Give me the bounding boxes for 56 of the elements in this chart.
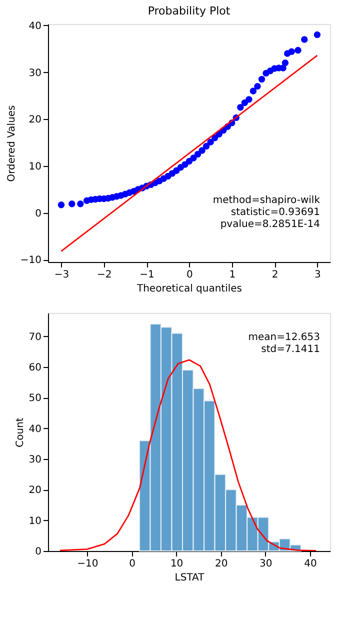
y-tick-label: 30 [28,68,42,79]
y-tick-label: 40 [28,20,42,32]
x-tick-label: 30 [260,558,272,570]
y-tick-label: 10 [28,161,42,172]
point [207,138,214,146]
y-tick-label: 60 [28,362,42,374]
x-tick-label: 40 [304,558,317,570]
x-tick-label: −1 [140,270,154,280]
y-tick-label: 40 [28,424,42,435]
annotation: method=shapiro-wilk [212,195,320,206]
x-axis-title: LSTAT [174,572,206,584]
x-tick-label: 20 [214,558,228,570]
y-tick-label: 20 [28,485,42,496]
x-tick-label: 0 [129,558,136,570]
x-tick-label: 10 [170,558,184,570]
x-tick-label: −10 [77,558,98,570]
y-tick-label: 0 [35,546,42,558]
point [68,200,76,208]
y-tick-label: 0 [35,208,42,220]
point [254,82,261,90]
chart-title: Probability Plot [148,4,231,18]
point [250,88,257,94]
y-tick-label: 70 [28,332,42,343]
point [202,142,210,150]
x-tick-label: 3 [314,270,321,280]
y-tick-label: 30 [28,454,42,466]
y-tick-label: 10 [28,516,42,527]
y-tick-label: 20 [28,114,42,126]
x-tick-label: −2 [97,270,112,280]
y-tick-label: −10 [20,255,42,266]
point [314,31,321,38]
y-axis-title: Count [14,418,26,448]
point [294,46,302,54]
point [194,150,202,158]
annotation: statistic=0.93691 [230,207,320,218]
y-tick-label: 50 [28,393,42,404]
y-axis-title: Ordered Values [6,105,18,182]
point [288,48,295,55]
annotation: std=7.1411 [261,344,320,355]
x-tick-label: 2 [272,270,278,280]
line-series [59,359,317,551]
x-axis-title: Theoretical quantiles [136,284,242,294]
annotation: pvalue=8.2851E-14 [220,219,320,230]
point [77,200,84,208]
annotation: mean=12.653 [248,332,320,343]
point [237,104,244,111]
point [258,76,266,83]
point [190,154,197,162]
point [282,60,289,66]
point [301,36,308,43]
x-tick-label: 1 [229,270,236,280]
point [58,201,65,208]
point [198,147,206,154]
x-tick-label: 0 [186,270,193,280]
point [246,96,252,103]
x-tick-label: −3 [54,270,70,280]
